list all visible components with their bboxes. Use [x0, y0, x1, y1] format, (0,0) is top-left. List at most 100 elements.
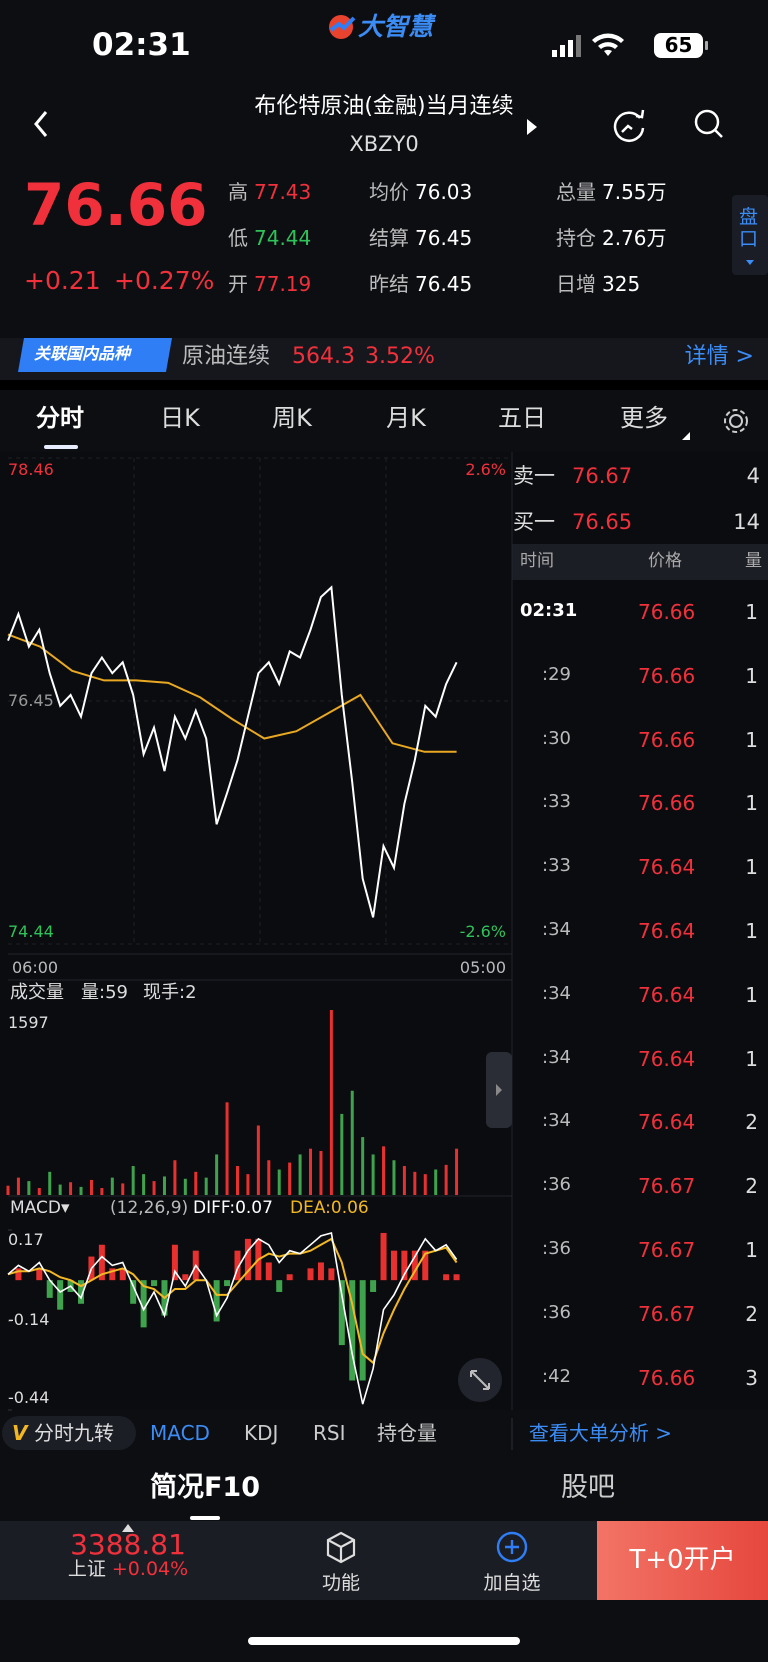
volume-bar: [121, 1183, 125, 1195]
period-tab[interactable]: 周K: [272, 404, 312, 432]
period-tab[interactable]: 五日: [498, 404, 546, 432]
stat-value: 77.43: [254, 180, 312, 204]
stat-value: 77.19: [254, 272, 312, 296]
macd-bar: [36, 1268, 43, 1281]
trades-header: 时间: [520, 551, 554, 571]
trade-time: :33: [542, 855, 571, 877]
search-button[interactable]: [694, 109, 723, 138]
macd-bar: [46, 1280, 53, 1298]
macd-tick-label: -0.44: [8, 1388, 50, 1407]
volume-bar: [423, 1174, 427, 1195]
volume-bar: [152, 1181, 156, 1195]
stat-value: 76.45: [415, 272, 473, 296]
trade-price: 76.64: [638, 982, 696, 1007]
macd-selector[interactable]: MACD▾: [10, 1198, 70, 1218]
macd-bar: [224, 1280, 231, 1287]
macd-bar: [328, 1268, 335, 1281]
macd-bar: [276, 1280, 283, 1292]
macd-diff: DIFF:0.07: [193, 1198, 273, 1218]
index-footer: 上证 +0.04%: [0, 1560, 256, 1579]
macd-bar: [338, 1280, 345, 1346]
trades-header: 价格: [648, 551, 682, 571]
big-order-link[interactable]: 查看大单分析 >: [528, 1421, 672, 1445]
settings-button[interactable]: [724, 409, 748, 433]
special-tab-label[interactable]: 分时九转: [34, 1421, 114, 1445]
trade-price: 76.66: [638, 727, 696, 752]
trade-volume: 2: [745, 1110, 758, 1135]
volume-bar: [225, 1102, 229, 1195]
func-icon[interactable]: [326, 1531, 356, 1564]
macd-bar: [443, 1274, 450, 1281]
trade-time: :34: [542, 1110, 571, 1132]
volume-bar: [350, 1090, 354, 1195]
price-change: +0.21: [24, 266, 101, 295]
cta-button[interactable]: [597, 1521, 768, 1600]
side-tab-label[interactable]: 盘口: [739, 206, 759, 250]
cta-label[interactable]: T+0开户: [629, 1545, 736, 1575]
section-tab[interactable]: 股吧: [561, 1472, 615, 1503]
volume-bar: [58, 1184, 62, 1195]
volume-bar: [162, 1176, 166, 1195]
volume-bar: [256, 1125, 260, 1195]
indicator-tab[interactable]: RSI: [313, 1421, 346, 1445]
period-tab[interactable]: 更多: [620, 404, 668, 432]
trade-time: :36: [542, 1174, 571, 1196]
indicator-tab[interactable]: KDJ: [244, 1421, 279, 1445]
refresh-button[interactable]: [613, 109, 645, 142]
related-price: 564.3: [292, 344, 355, 369]
trade-price: 76.64: [638, 855, 696, 880]
x-tick-label: 06:00: [12, 958, 59, 977]
macd-bar: [151, 1280, 158, 1287]
volume-bar: [382, 1146, 386, 1195]
add-icon[interactable]: [496, 1531, 528, 1563]
volume-bar: [235, 1166, 239, 1195]
divider: [0, 380, 768, 390]
period-tab[interactable]: 分时: [36, 404, 84, 432]
trade-time: :33: [542, 791, 571, 813]
trade-time: :34: [542, 1046, 571, 1068]
average-line: [7, 633, 457, 753]
related-tag-label: 关联国内品种: [34, 344, 131, 363]
volume-bar: [434, 1169, 438, 1195]
indicator-tab[interactable]: 持仓量: [377, 1421, 437, 1445]
trade-volume: 1: [745, 727, 758, 752]
trade-volume: 2: [745, 1174, 758, 1199]
related-pct: 3.52%: [365, 344, 435, 369]
func-label[interactable]: 功能: [321, 1572, 360, 1594]
side-tab[interactable]: [732, 195, 768, 275]
stat: 低 74.44: [228, 228, 311, 248]
stat: 高 77.43: [228, 182, 311, 202]
buy-price: 76.65: [572, 510, 633, 534]
macd-bar: [422, 1250, 429, 1281]
related-tag: [18, 338, 172, 372]
special-tab[interactable]: [2, 1416, 136, 1450]
expand-title[interactable]: [527, 119, 537, 135]
trade-time: 02:31: [520, 600, 578, 621]
volume-bar: [455, 1148, 459, 1195]
back-button[interactable]: [34, 111, 48, 137]
period-tab[interactable]: 月K: [386, 404, 426, 432]
volume-bar: [69, 1182, 73, 1195]
indicator-tab[interactable]: MACD: [150, 1421, 210, 1445]
add-label[interactable]: 加自选: [483, 1572, 541, 1594]
volume-bar: [37, 1188, 41, 1195]
stat-value: 76.03: [415, 180, 473, 204]
macd-bar: [390, 1250, 397, 1281]
trade-volume: 3: [745, 1365, 758, 1390]
section-tab[interactable]: 简况F10: [149, 1472, 261, 1503]
macd-bar: [307, 1268, 314, 1281]
macd-params: (12,26,9): [110, 1198, 189, 1218]
macd-tick-label: 0.17: [8, 1230, 44, 1249]
related-link[interactable]: 详情 >: [684, 344, 754, 369]
trade-time: :36: [542, 1301, 571, 1323]
trade-volume: 1: [745, 855, 758, 880]
period-tab[interactable]: 日K: [160, 404, 200, 432]
macd-bar: [234, 1250, 241, 1281]
y-tick-label: 78.46: [8, 460, 54, 479]
trade-price: 76.64: [638, 919, 696, 943]
macd-bar: [57, 1280, 64, 1310]
side-tab-arrow: [746, 260, 754, 265]
macd-bar: [109, 1268, 116, 1281]
